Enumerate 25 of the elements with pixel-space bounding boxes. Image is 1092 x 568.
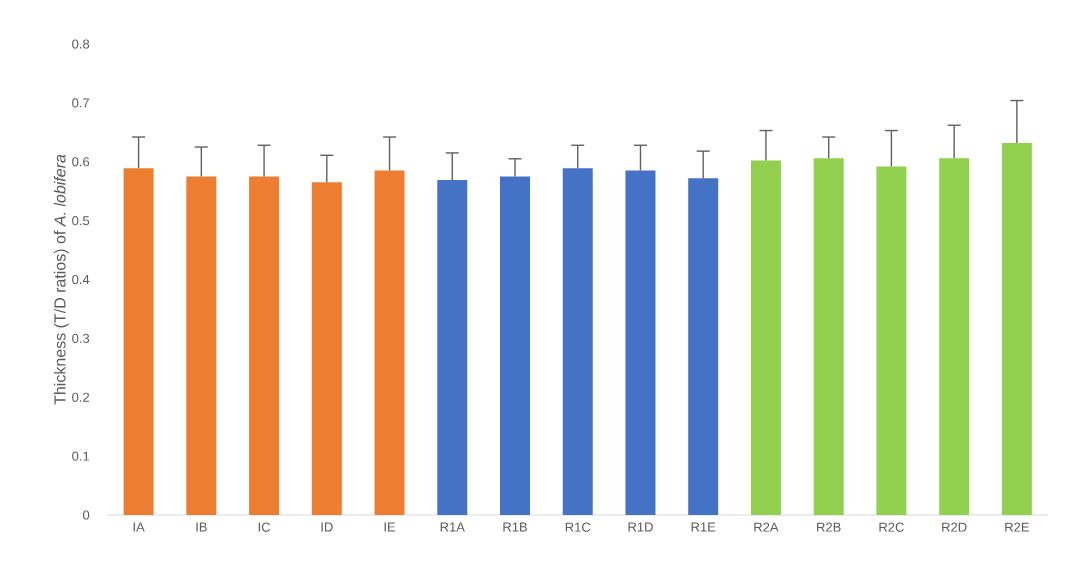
x-tick-label: R2D [942,522,967,532]
x-tick-label: IE [384,522,396,532]
y-axis-title: Thickness (T/D ratios) of A. lobifera [53,154,69,405]
x-tick-label: R1A [440,522,465,532]
y-tick-label: 0.4 [72,274,90,285]
x-tick-label: R2E [1005,522,1029,532]
x-tick-label: R2B [817,522,841,532]
x-tick-label: IA [133,522,145,532]
x-tick-label: R1E [691,522,716,532]
x-tick-label: R1C [565,522,591,532]
y-tick-label: 0.7 [72,98,90,108]
y-tick-label: 0.5 [72,216,90,226]
x-tick-label: R2C [879,522,904,532]
y-tick-label: 0.3 [72,333,90,343]
y-tick-label: 0.6 [72,157,90,167]
x-tick-label: R1D [628,522,653,532]
x-tick-label: IC [258,522,271,532]
x-tick-label: ID [321,522,333,532]
y-tick-label: 0.1 [72,451,90,461]
y-tick-label: 0 [82,510,90,520]
x-tick-label: IB [196,522,207,532]
x-tick-label: R2A [754,522,779,532]
y-tick-label: 0.8 [72,39,90,49]
y-tick-label: 0.2 [72,392,90,402]
x-tick-label: R1B [503,522,527,532]
